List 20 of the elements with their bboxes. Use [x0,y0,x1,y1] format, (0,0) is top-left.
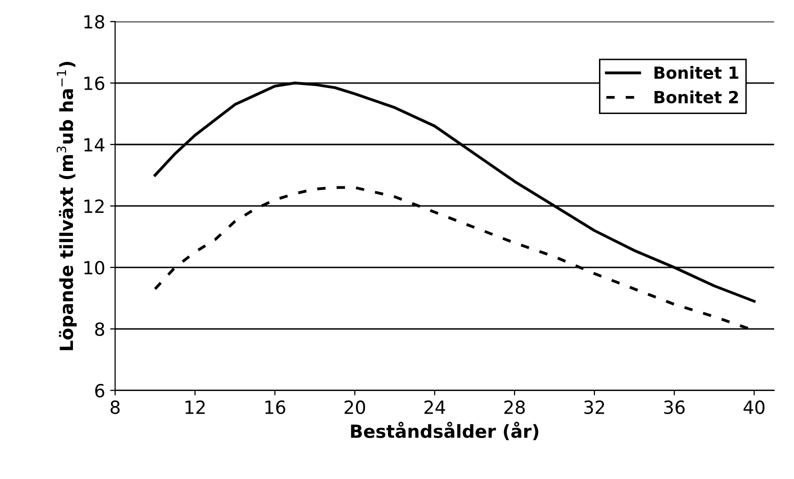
legend-label: Bonitet 2 [654,90,738,104]
y-axis-title: Löpande tillväxt (m$^{3}$ub ha$^{−1}$) [56,62,77,350]
y-tick-label: 16 [84,76,104,90]
x-tick-label: 16 [265,400,286,414]
x-tick-label: 28 [504,400,525,414]
x-tick-label: 20 [344,400,366,414]
x-tick-label: 36 [664,400,685,414]
y-tick-label: 18 [84,15,104,29]
x-tick-label: 8 [110,400,120,414]
y-tick-label: 10 [84,260,104,275]
x-tick-label: 12 [186,400,205,414]
x-tick-label: 32 [584,400,604,414]
legend-label: Bonitet 1 [654,66,738,79]
y-tick-label: 8 [95,322,104,336]
x-tick-label: 40 [744,400,764,414]
x-tick-label: 24 [424,400,446,414]
y-tick-label: 6 [95,384,104,398]
y-tick-label: 12 [84,199,104,213]
y-tick-label: 14 [84,138,104,152]
x-axis-title: Beståndsålder (år) [351,422,538,440]
